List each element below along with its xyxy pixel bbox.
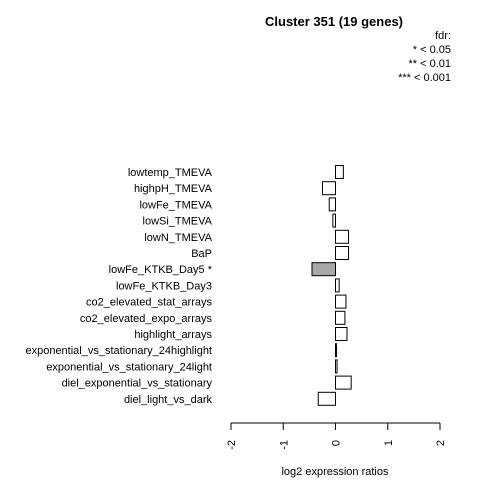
category-label: highpH_TMEVA bbox=[134, 183, 213, 195]
legend-entry-fdr-0001: *** < 0.001 bbox=[398, 72, 451, 84]
x-tick-label: -1 bbox=[278, 440, 290, 450]
bar bbox=[335, 229, 350, 244]
category-label: co2_elevated_expo_arrays bbox=[80, 313, 213, 325]
category-label: diel_exponential_vs_stationary bbox=[62, 378, 213, 390]
x-tick-label: 0 bbox=[331, 440, 343, 446]
category-label: lowFe_TMEVA bbox=[139, 199, 212, 211]
bar bbox=[335, 165, 344, 179]
legend-entry-fdr-001: ** < 0.01 bbox=[408, 58, 451, 70]
legend-entry-fdr-005: * < 0.05 bbox=[412, 44, 451, 56]
category-label: lowSi_TMEVA bbox=[143, 216, 213, 228]
bar bbox=[335, 343, 338, 358]
bar bbox=[335, 327, 348, 341]
category-label: exponential_vs_stationary_24light bbox=[46, 361, 212, 373]
x-tick-label: -2 bbox=[226, 440, 238, 450]
bar bbox=[335, 375, 352, 390]
x-tick-label: 2 bbox=[435, 440, 447, 446]
category-label: highlight_arrays bbox=[134, 329, 212, 341]
legend-title: fdr: bbox=[435, 30, 451, 42]
bar bbox=[332, 213, 337, 228]
category-label: BaP bbox=[191, 248, 212, 260]
bar bbox=[328, 197, 337, 212]
bar bbox=[335, 278, 340, 293]
bar bbox=[317, 391, 337, 406]
bar bbox=[335, 294, 347, 309]
category-label: co2_elevated_stat_arrays bbox=[86, 297, 212, 309]
category-label: lowFe_KTKB_Day3 bbox=[116, 280, 212, 292]
bar bbox=[335, 310, 346, 325]
bar bbox=[321, 181, 336, 196]
x-tick-label: 1 bbox=[383, 440, 395, 446]
chart-title: Cluster 351 (19 genes) bbox=[265, 14, 404, 29]
category-label: lowN_TMEVA bbox=[144, 232, 212, 244]
category-label: lowFe_KTKB_Day5 * bbox=[109, 264, 213, 276]
bar bbox=[335, 246, 350, 260]
category-label: lowtemp_TMEVA bbox=[128, 167, 213, 179]
x-axis-label: log2 expression ratios bbox=[281, 466, 389, 478]
bar bbox=[335, 359, 338, 374]
bar bbox=[311, 262, 336, 277]
category-label: diel_light_vs_dark bbox=[124, 394, 213, 406]
category-label: exponential_vs_stationary_24highlight bbox=[25, 345, 212, 357]
